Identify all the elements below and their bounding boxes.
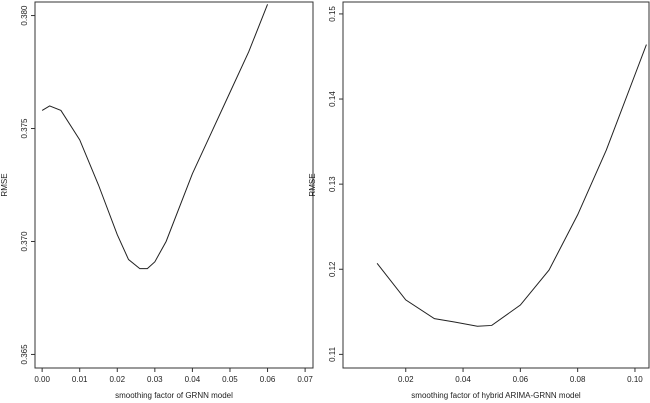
y-tick-label: 0.12 <box>328 261 337 277</box>
x-tick-label: 0.00 <box>34 375 50 384</box>
y-tick-label: 0.15 <box>328 6 337 22</box>
x-tick-label: 0.05 <box>222 375 238 384</box>
x-tick-label: 0.07 <box>297 375 313 384</box>
y-tick-label: 0.380 <box>20 5 29 26</box>
x-tick-label: 0.01 <box>72 375 88 384</box>
x-axis-label: smoothing factor of hybrid ARIMA-GRNN mo… <box>411 391 581 400</box>
x-tick-label: 0.06 <box>260 375 276 384</box>
x-tick-label: 0.02 <box>398 375 414 384</box>
y-tick-label: 0.13 <box>328 176 337 192</box>
y-tick-label: 0.11 <box>328 346 337 362</box>
plot-frame <box>342 1 650 369</box>
curve <box>376 44 647 327</box>
y-tick-label: 0.375 <box>20 118 29 139</box>
y-axis-label: RMSE <box>0 173 9 196</box>
x-tick-label: 0.10 <box>627 375 643 384</box>
x-axis-label: smoothing factor of GRNN model <box>115 391 233 400</box>
y-axis-label: RMSE <box>308 173 317 196</box>
x-tick-label: 0.03 <box>147 375 163 384</box>
x-tick-label: 0.04 <box>185 375 201 384</box>
x-tick-label: 0.04 <box>455 375 471 384</box>
x-tick-label: 0.06 <box>513 375 529 384</box>
y-tick-label: 0.14 <box>328 91 337 107</box>
curve <box>41 4 269 270</box>
plot-frame <box>34 1 314 369</box>
y-tick-label: 0.365 <box>20 344 29 365</box>
y-tick-label: 0.370 <box>20 231 29 252</box>
x-tick-label: 0.08 <box>570 375 586 384</box>
x-tick-label: 0.02 <box>109 375 125 384</box>
